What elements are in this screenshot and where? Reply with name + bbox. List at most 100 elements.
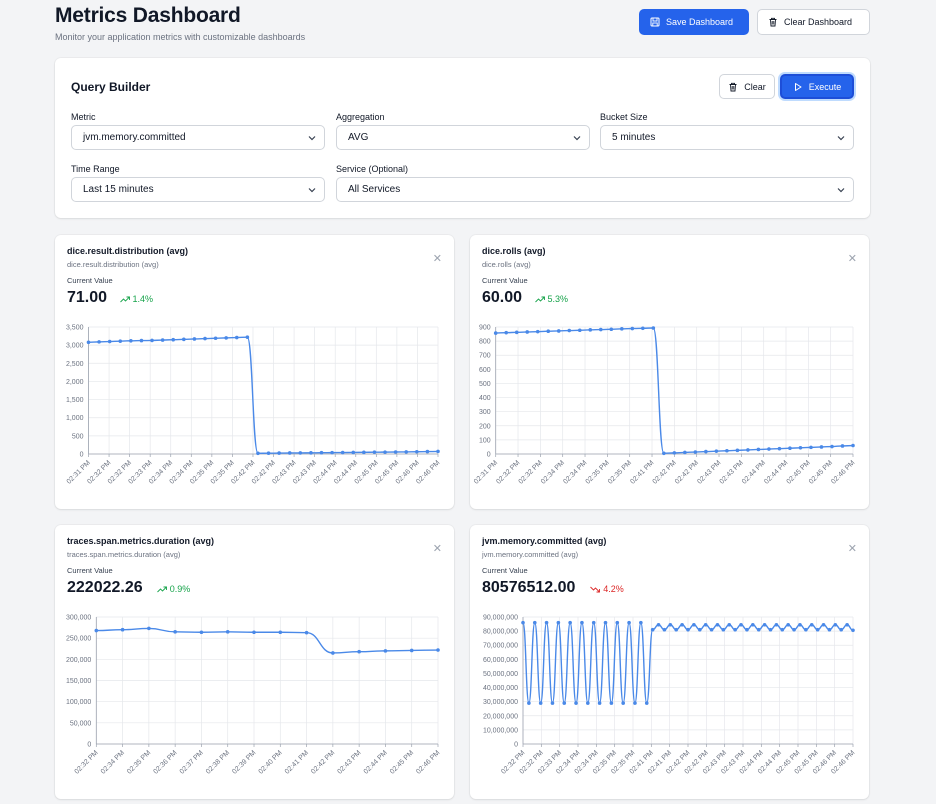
data-point xyxy=(756,627,761,632)
line-chart: 0 50,000 100,000 150,000 200,000 250,000 300,0… xyxy=(66,615,442,776)
x-tick-label: 02:34 PM xyxy=(100,749,126,775)
service-select[interactable]: All Services xyxy=(336,177,854,202)
data-point xyxy=(415,449,419,454)
data-point xyxy=(287,451,292,455)
trash-icon xyxy=(769,17,777,27)
bucket-size-select[interactable]: 5 minutes xyxy=(600,125,854,150)
data-point xyxy=(830,444,834,449)
aggregation-select[interactable]: AVG xyxy=(336,125,590,150)
data-point xyxy=(404,450,409,454)
current-value: 60.00 xyxy=(482,289,523,306)
data-point xyxy=(851,443,855,448)
metric-panel: dice.rolls (avg) dice.rolls (avg) ✕ Current… xyxy=(470,235,869,509)
execute-button[interactable]: Execute xyxy=(780,74,854,99)
data-point xyxy=(739,622,743,627)
data-point xyxy=(639,620,643,625)
time-range-select[interactable]: Last 15 minutes xyxy=(71,177,325,202)
data-point xyxy=(86,340,91,345)
line-chart: 0 10,000,000 20,000,000 30,000,000 40,000,00… xyxy=(483,615,857,776)
trend-indicator: 1.4% xyxy=(119,294,153,304)
data-point xyxy=(815,627,820,632)
data-point xyxy=(319,450,324,455)
trend-up-icon xyxy=(534,296,545,302)
metric-select[interactable]: jvm.memory.committed xyxy=(71,125,325,150)
y-tick-label: 600 xyxy=(479,367,491,374)
data-point xyxy=(620,327,624,331)
data-point xyxy=(514,330,519,335)
data-point xyxy=(798,445,803,450)
execute-label: Execute xyxy=(808,81,842,92)
close-icon[interactable]: ✕ xyxy=(432,253,442,265)
y-tick-label: 10,000,000 xyxy=(483,727,518,734)
data-point xyxy=(735,448,740,453)
chevron-down-icon xyxy=(573,136,581,141)
y-tick-label: 300 xyxy=(479,409,491,416)
data-point xyxy=(683,450,687,455)
data-point xyxy=(767,447,771,451)
data-point xyxy=(234,335,239,340)
y-tick-label: 0 xyxy=(80,452,84,459)
y-tick-label: 150,000 xyxy=(66,678,91,685)
data-point xyxy=(309,451,313,455)
data-point xyxy=(546,329,551,334)
data-point xyxy=(630,326,635,331)
current-value: 80576512.00 xyxy=(482,579,576,596)
clear-dashboard-button[interactable]: Clear Dashboard xyxy=(757,9,870,35)
data-point xyxy=(362,450,366,455)
data-point xyxy=(562,701,567,705)
y-tick-label: 500 xyxy=(72,433,84,440)
y-tick-label: 250,000 xyxy=(66,636,91,643)
data-point xyxy=(644,701,649,705)
data-point xyxy=(672,451,677,455)
data-point xyxy=(192,337,197,341)
current-value-label: Current Value xyxy=(482,276,528,285)
data-point xyxy=(845,622,849,627)
data-point xyxy=(804,627,808,632)
y-tick-label: 60,000,000 xyxy=(483,657,518,664)
save-dashboard-label: Save Dashboard xyxy=(666,17,734,27)
line-chart: 05001,0001,5002,0002,5003,0003,50002:31 … xyxy=(66,325,442,486)
metric-value: jvm.memory.committed xyxy=(83,132,186,143)
data-point xyxy=(709,627,714,632)
trash-icon xyxy=(729,82,737,91)
data-point xyxy=(225,630,230,634)
current-value-label: Current Value xyxy=(67,276,113,285)
data-point xyxy=(715,622,720,627)
data-point xyxy=(331,651,335,655)
y-tick-label: 2,000 xyxy=(66,379,84,386)
data-point xyxy=(107,339,112,344)
y-tick-label: 300,000 xyxy=(66,615,91,622)
chevron-down-icon xyxy=(837,188,845,193)
x-tick-label: 02:44 PM xyxy=(363,749,389,775)
data-point xyxy=(556,329,561,333)
y-tick-label: 0 xyxy=(487,452,491,459)
data-point xyxy=(693,450,698,454)
data-point xyxy=(762,622,767,627)
query-clear-button[interactable]: Clear xyxy=(719,74,775,99)
close-icon[interactable]: ✕ xyxy=(432,543,442,555)
close-icon[interactable]: ✕ xyxy=(847,543,857,555)
trend-up-icon xyxy=(156,586,167,592)
panel-subtitle: dice.result.distribution (avg) xyxy=(67,260,159,269)
data-point xyxy=(615,620,620,625)
data-point xyxy=(745,627,749,632)
data-point xyxy=(199,630,204,635)
data-point xyxy=(203,336,207,341)
data-point xyxy=(278,630,283,635)
save-dashboard-button[interactable]: Save Dashboard xyxy=(639,9,749,35)
data-point xyxy=(383,450,387,454)
y-tick-label: 20,000,000 xyxy=(483,713,518,720)
series-line xyxy=(88,336,439,454)
y-tick-label: 1,500 xyxy=(66,397,84,404)
x-tick-label: 02:40 PM xyxy=(258,749,284,775)
data-point xyxy=(340,450,345,455)
data-point xyxy=(686,627,690,632)
trend-down-icon xyxy=(590,586,601,592)
data-point xyxy=(351,450,356,455)
data-point xyxy=(304,630,309,635)
data-point xyxy=(556,620,561,625)
y-tick-label: 40,000,000 xyxy=(483,685,518,692)
close-icon[interactable]: ✕ xyxy=(847,253,857,265)
y-tick-label: 0 xyxy=(514,742,518,749)
data-point xyxy=(840,444,845,448)
